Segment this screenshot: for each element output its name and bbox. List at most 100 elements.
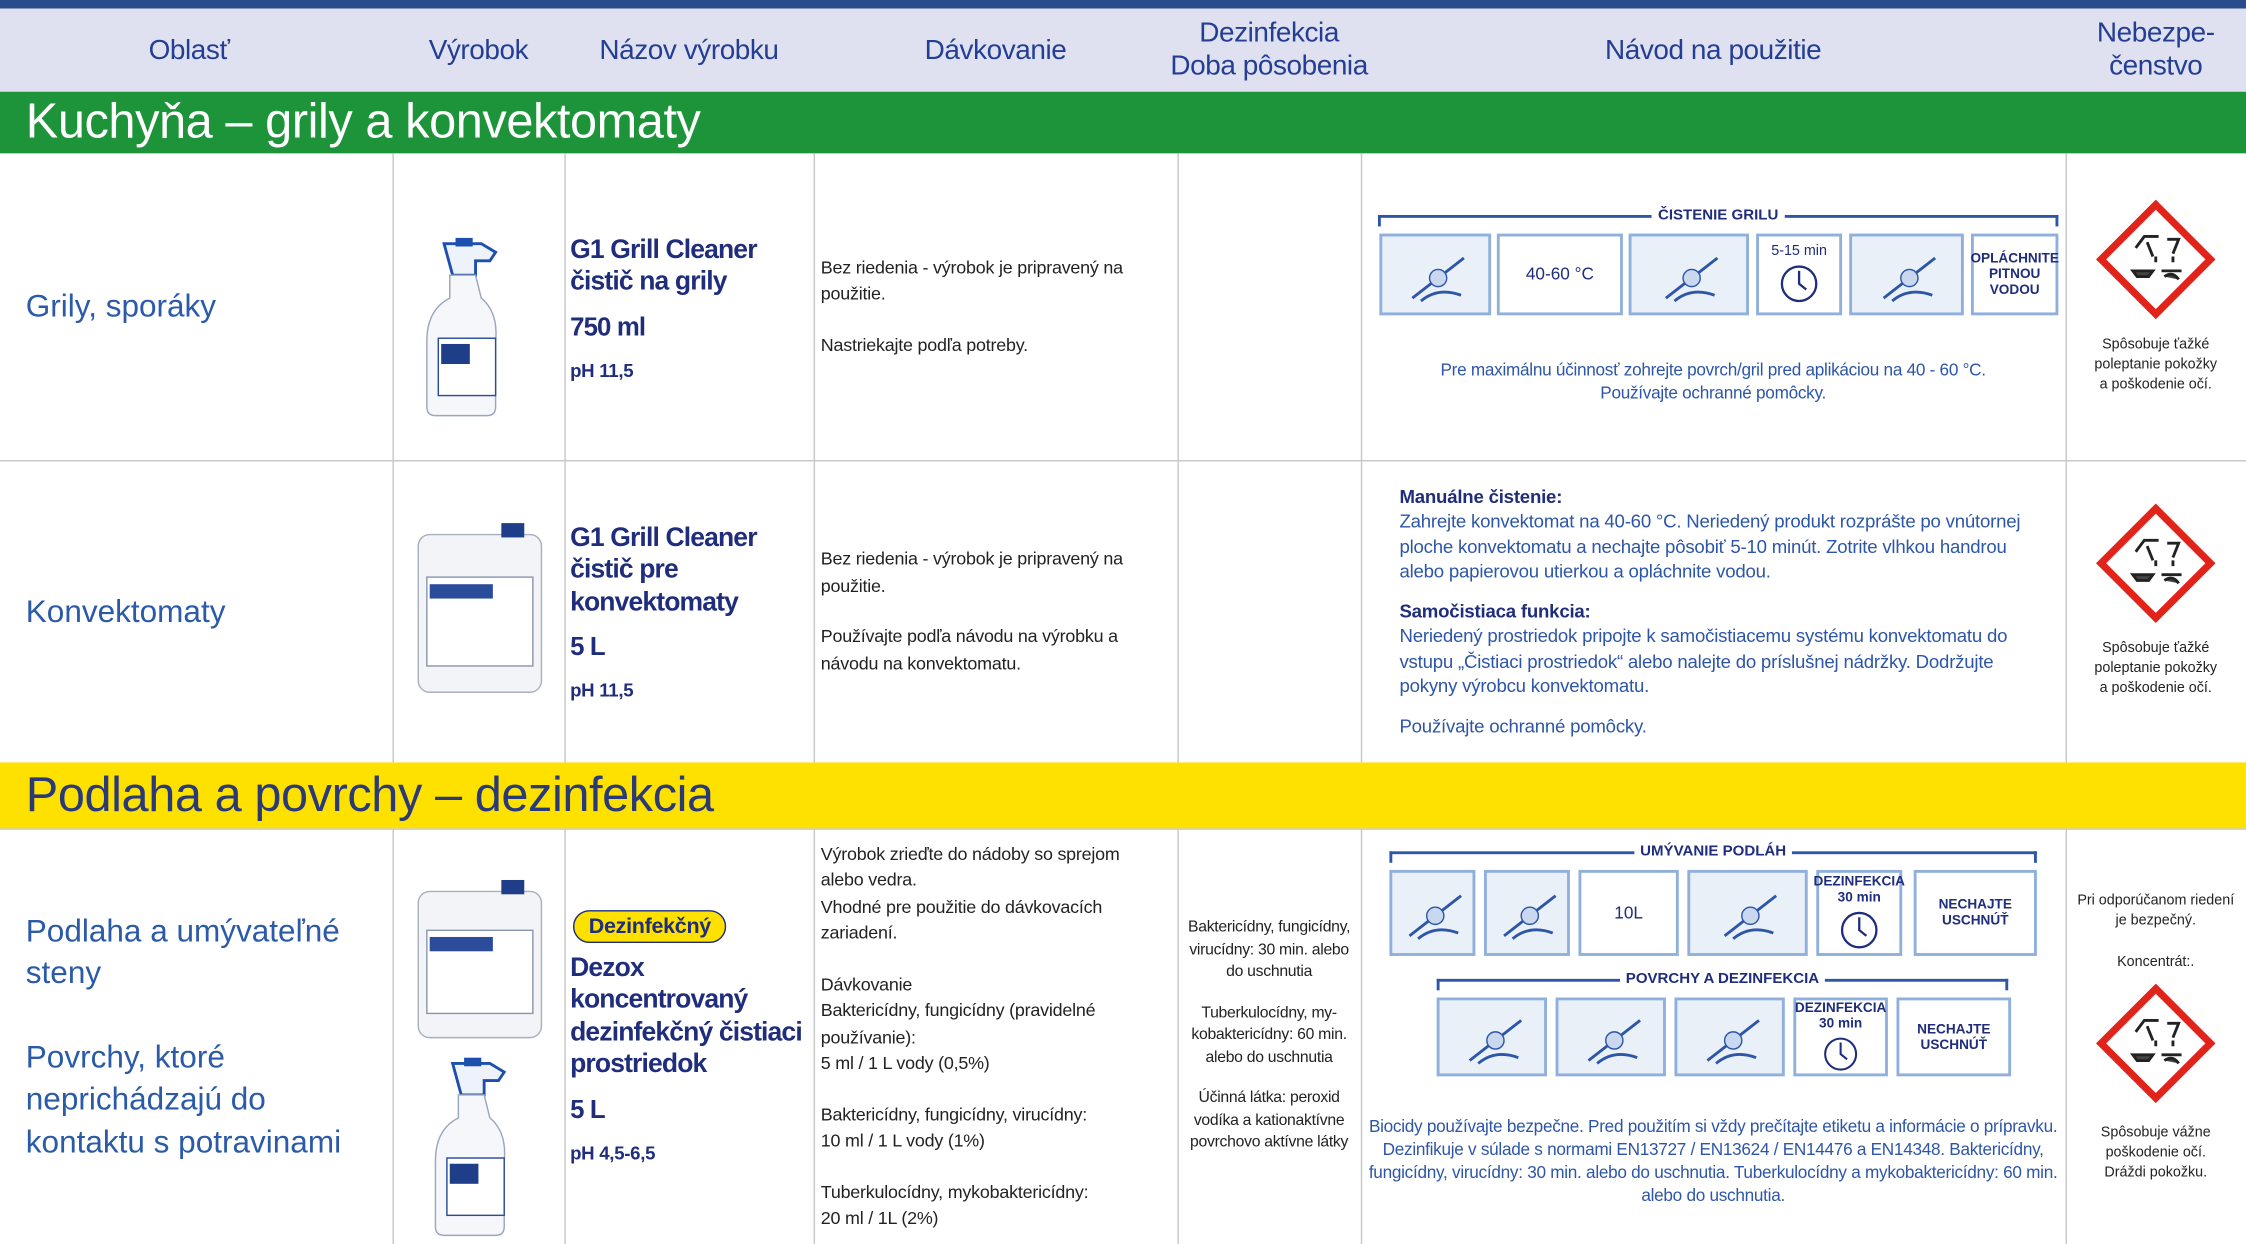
- icon-label: 30 min: [1819, 1016, 1863, 1032]
- row-line: [0, 828, 2246, 830]
- header-cell: Názov výrobku: [564, 9, 813, 92]
- badge: Dezinfekčný: [572, 909, 727, 943]
- dosage-text: Tuberkulocídny, mykobaktericídny:: [820, 1181, 1089, 1202]
- col-line: [1177, 828, 1179, 1244]
- instruction-text: Používajte ochranné pomôcky.: [1399, 714, 1647, 737]
- area-group: Konvektomaty: [26, 590, 393, 632]
- disinfection-text: virucídny: 30 min. alebo: [1189, 941, 1349, 959]
- col-line: [1360, 460, 1363, 763]
- area-text: kontaktu s potravinami: [25, 1123, 342, 1160]
- header-text: Oblasť: [148, 33, 230, 66]
- dosage-paragraph: Dávkovanie Baktericídny, fungicídny (prav…: [821, 971, 1176, 1077]
- instruction-block: Manuálne čistenie: Zahrejte konvektomat n…: [1399, 484, 2058, 584]
- row-line: [0, 460, 2246, 462]
- hazard-pictogram: [2096, 503, 2216, 624]
- hazard-text: Koncentrát:.: [2117, 954, 2195, 971]
- header-text: Návod na použitie: [1604, 33, 1822, 66]
- icon-label: NECHAJTE: [1938, 897, 2012, 913]
- product-volume: 5 L: [570, 1094, 606, 1123]
- top-band: [0, 0, 2246, 9]
- header-cell: Návod na použitie: [1361, 9, 2066, 92]
- disinfection-text: vodíka a kationaktívne: [1193, 1111, 1345, 1129]
- col-line: [1177, 460, 1179, 763]
- disinfection-text: Baktericídny, fungicídny,: [1188, 919, 1351, 937]
- instruction-text: Zahrejte konvektomat na 40-60 °C. Neried…: [1399, 510, 2021, 533]
- dosage-text: 20 ml / 1L (2%): [820, 1208, 939, 1229]
- icon-art: [1882, 256, 1937, 302]
- instruction-text: pokyny výrobcu konvektomatu.: [1399, 675, 1650, 697]
- col-line: [1360, 153, 1363, 461]
- note-text: Biocidy používajte bezpečne. Pred použit…: [1368, 1116, 2058, 1137]
- dosage-text: Baktericídny, fungicídny (pravidelné: [820, 1000, 1096, 1021]
- product-volume: 750 ml: [570, 311, 646, 341]
- instruction-note: Pre maximálnu účinnosť zohrejte povrch/g…: [1361, 358, 2066, 458]
- col-line: [1177, 153, 1179, 461]
- pictogram-icon: [1628, 233, 1749, 316]
- icon-label: 40-60 °C: [1525, 263, 1594, 284]
- icon-art: [1503, 894, 1557, 940]
- note-text: Používajte ochranné pomôcky.: [1600, 382, 1827, 403]
- instructions-cell: Manuálne čistenie: Zahrejte konvektomat n…: [1399, 460, 2058, 762]
- dosage-text: zariadení.: [820, 922, 898, 944]
- hazard-text: a poškodenie očí.: [2099, 376, 2212, 393]
- pictogram-icon: [1483, 869, 1570, 956]
- instruction-heading: Samočistiaca funkcia:: [1399, 600, 1591, 622]
- header-cell: Nebezpe-čenstvo: [2066, 9, 2246, 92]
- area-group: Podlaha a umývateľné steny: [26, 910, 393, 995]
- icon-art: [1723, 894, 1778, 940]
- dosage-text: Vhodné pre použitie do dávkovacích: [820, 896, 1103, 917]
- product-name: čistič pre: [570, 553, 679, 584]
- section-bar: Kuchyňa – grily a konvektomaty: [0, 91, 2246, 154]
- col-line: [813, 153, 816, 461]
- instruction-block: Samočistiaca funkcia: Neriedený prostried…: [1399, 599, 2058, 699]
- section-title: Kuchyňa – grily a konvektomaty: [25, 94, 701, 150]
- dosage-paragraph: Výrobok zrieďte do nádoby so sprejom aleb…: [821, 841, 1176, 947]
- disinfection-text: kobaktericídny: 60 min.: [1191, 1026, 1347, 1044]
- pictogram-icon: DEZINFEKCIA 30 min: [1793, 997, 1888, 1077]
- col-line: [392, 153, 394, 461]
- header-cell: Výrobok: [392, 9, 564, 92]
- hazard-pictogram: [2096, 199, 2216, 320]
- header-text: Dávkovanie: [924, 33, 1067, 66]
- pictogram-icon: [1436, 997, 1547, 1077]
- instruction-text: alebo papierovou utierkou a opláchnite v…: [1399, 560, 1771, 583]
- hazard-text: Pri odporúčanom riedení: [2077, 892, 2235, 909]
- disinfection-cell: Baktericídny, fungicídny, virucídny: 30 m…: [1177, 828, 1360, 1244]
- area-cell: Podlaha a umývateľné steny Povrchy, ktoré n…: [0, 828, 392, 1244]
- note-text: alebo do uschnutia.: [1641, 1185, 1785, 1206]
- pictogram-icon: [1674, 997, 1785, 1077]
- instruction-heading: Manuálne čistenie:: [1399, 485, 1563, 507]
- product-cell: G1 Grill Cleaner čistič na grily 750 ml pH …: [570, 153, 811, 460]
- col-line: [392, 828, 394, 1244]
- dosage-text: Dávkovanie: [820, 973, 913, 994]
- dosage-text: alebo vedra.: [820, 869, 917, 891]
- dosage-text: návodu na konvektomatu.: [820, 652, 1021, 673]
- hazard-text: poškodenie očí.: [2105, 1145, 2206, 1161]
- product-name: G1 Grill Cleaner: [570, 521, 757, 552]
- pictogram-icon: [1687, 869, 1808, 956]
- badge-text: Dezinfekčný: [588, 913, 712, 939]
- area-text: neprichádzajú do: [25, 1080, 266, 1117]
- dosage-cell: Výrobok zrieďte do nádoby so sprejom aleb…: [821, 828, 1176, 1244]
- product-image: [417, 879, 543, 1039]
- icon-label: USCHNÚŤ: [1941, 912, 2009, 929]
- note-text: Pre maximálnu účinnosť zohrejte povrch/g…: [1440, 359, 1986, 380]
- dosage-cell: Bez riedenia - výrobok je pripravený na p…: [821, 460, 1176, 762]
- dosage-paragraph: Používajte podľa návodu na výrobku a návo…: [821, 623, 1176, 676]
- instruction-text: vstupu „Čistiaci prostriedok“ alebo nale…: [1399, 650, 1994, 672]
- dosage-text: 5 ml / 1 L vody (0,5%): [820, 1053, 990, 1074]
- pictogram-title-text: UMÝVANIE PODLÁH: [1634, 839, 1792, 863]
- product-image: [426, 237, 498, 417]
- disinfection-text: alebo do uschnutia: [1205, 1048, 1333, 1066]
- col-line: [813, 828, 816, 1244]
- product-image: [417, 523, 543, 693]
- area-group: Grily, sporáky: [26, 286, 393, 328]
- col-line: [564, 153, 566, 461]
- product-ph: pH 4,5-6,5: [570, 1141, 656, 1164]
- pictogram-icon: OPLÁCHNITE PITNOU VODOU: [1970, 233, 2059, 316]
- dosage-paragraph: Baktericídny, fungicídny, virucídny: 10 m…: [821, 1101, 1176, 1154]
- dosage-text: Baktericídny, fungicídny, virucídny:: [820, 1104, 1088, 1125]
- instruction-text: Neriedený prostriedok pripojte k samočis…: [1399, 625, 2008, 647]
- disinfection-group: Tuberkulocídny, my-kobaktericídny: 60 mi…: [1191, 1003, 1347, 1070]
